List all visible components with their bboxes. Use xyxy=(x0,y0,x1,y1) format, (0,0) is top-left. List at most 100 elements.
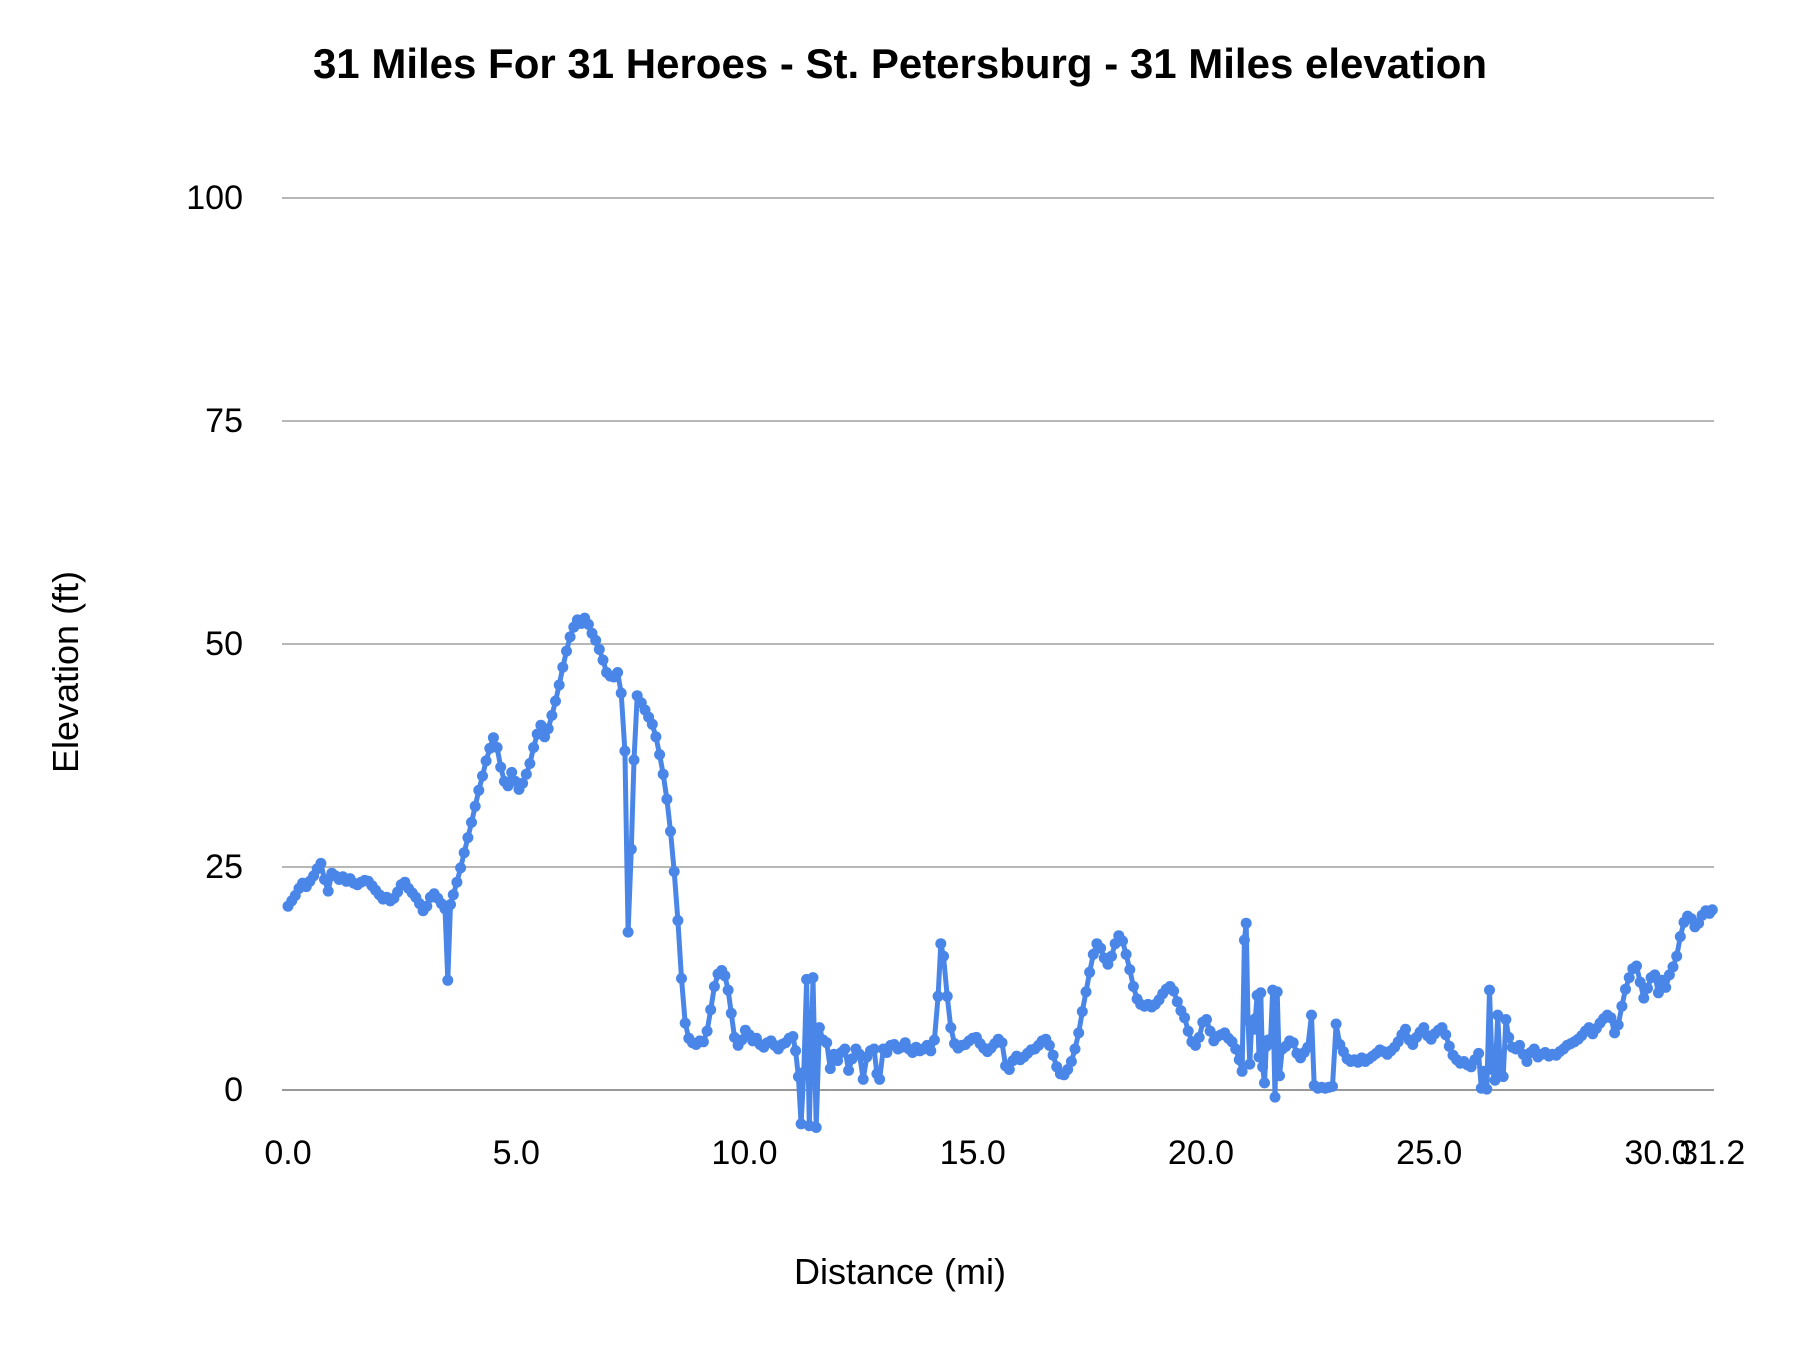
data-point xyxy=(1330,1018,1342,1030)
data-point xyxy=(593,643,605,655)
y-tick-label-100: 100 xyxy=(186,179,243,217)
data-point xyxy=(477,770,488,782)
data-point xyxy=(1249,1013,1261,1025)
data-point xyxy=(1484,984,1495,996)
data-point xyxy=(1605,1012,1617,1024)
data-point xyxy=(421,900,433,912)
data-point xyxy=(1271,986,1283,998)
data-point xyxy=(564,631,576,643)
data-point xyxy=(1667,961,1679,973)
data-point xyxy=(701,1025,713,1037)
data-point xyxy=(1440,1029,1452,1041)
data-point xyxy=(1623,972,1635,984)
data-point xyxy=(661,793,673,805)
data-point xyxy=(628,754,640,766)
data-point xyxy=(672,915,684,926)
data-point xyxy=(1620,983,1631,995)
data-point xyxy=(932,990,944,1002)
data-point xyxy=(868,1043,880,1055)
data-point xyxy=(708,981,720,992)
elevation-line xyxy=(285,615,1715,1130)
data-point xyxy=(622,926,634,938)
data-point xyxy=(1084,966,1096,978)
data-point xyxy=(1168,985,1180,997)
data-point xyxy=(469,800,481,812)
data-point xyxy=(473,784,485,796)
data-point xyxy=(582,618,594,630)
data-point xyxy=(668,866,680,877)
data-point xyxy=(528,742,540,753)
data-point xyxy=(1257,1061,1269,1073)
data-point xyxy=(1489,1074,1501,1086)
data-point xyxy=(787,1031,799,1042)
data-point xyxy=(1073,1027,1085,1039)
x-axis-title: Distance (mi) xyxy=(794,1251,1006,1292)
data-point xyxy=(517,777,529,789)
data-point xyxy=(561,645,572,657)
chart-title: 31 Miles For 31 Heroes - St. Petersburg … xyxy=(312,40,1488,87)
data-point xyxy=(697,1036,709,1048)
data-point xyxy=(945,1022,957,1034)
data-point xyxy=(1047,1049,1059,1061)
data-point xyxy=(1473,1047,1485,1059)
data-point xyxy=(1497,1071,1509,1083)
x-tick-label-20.0: 20.0 xyxy=(1168,1134,1234,1172)
data-point xyxy=(1478,1065,1490,1077)
data-point xyxy=(597,654,609,666)
x-tick-label-5.0: 5.0 xyxy=(493,1134,540,1172)
data-point xyxy=(1065,1056,1077,1067)
data-point xyxy=(1193,1031,1205,1043)
data-point xyxy=(480,755,492,767)
data-point xyxy=(1236,1065,1248,1077)
data-point xyxy=(542,723,554,735)
data-point xyxy=(1244,1058,1256,1070)
data-point xyxy=(1306,1009,1317,1021)
data-point xyxy=(1069,1043,1081,1055)
data-point xyxy=(1117,935,1128,947)
data-point xyxy=(676,973,687,984)
data-point xyxy=(445,899,456,910)
data-point xyxy=(925,1045,937,1057)
data-point xyxy=(1003,1064,1015,1075)
data-point xyxy=(1660,981,1672,993)
data-point xyxy=(1500,1014,1512,1025)
data-point xyxy=(1706,904,1718,916)
data-point xyxy=(938,950,949,962)
data-point xyxy=(462,832,474,844)
data-point xyxy=(1259,1077,1270,1089)
data-point xyxy=(1634,976,1646,988)
data-point xyxy=(319,874,330,885)
data-point xyxy=(557,661,569,673)
data-point xyxy=(807,972,819,984)
data-point xyxy=(447,889,459,901)
data-point xyxy=(1486,1064,1498,1075)
data-point xyxy=(654,749,666,761)
data-point xyxy=(612,667,624,678)
data-point xyxy=(1076,1006,1088,1017)
data-point xyxy=(646,718,658,730)
data-point xyxy=(928,1034,940,1046)
data-point xyxy=(1182,1025,1194,1037)
data-point xyxy=(458,847,470,859)
data-point xyxy=(1095,942,1107,954)
data-point xyxy=(1127,981,1139,992)
x-tick-label-25.0: 25.0 xyxy=(1396,1134,1462,1172)
data-point xyxy=(1179,1012,1191,1024)
data-point xyxy=(1612,1019,1624,1031)
x-tick-label-0.0: 0.0 xyxy=(264,1134,311,1172)
data-point xyxy=(843,1064,855,1076)
y-tick-label-25: 25 xyxy=(205,848,243,886)
data-point xyxy=(1443,1040,1455,1052)
data-point xyxy=(1255,987,1267,999)
elevation-points xyxy=(282,612,1718,1133)
y-tick-label-50: 50 xyxy=(205,625,243,663)
data-point xyxy=(455,862,467,874)
data-point xyxy=(1503,1031,1515,1043)
data-point xyxy=(857,1073,869,1085)
data-point xyxy=(941,990,953,1002)
data-point xyxy=(1674,931,1686,943)
data-point xyxy=(322,885,334,897)
data-point xyxy=(1171,996,1183,1008)
data-point xyxy=(996,1037,1008,1049)
